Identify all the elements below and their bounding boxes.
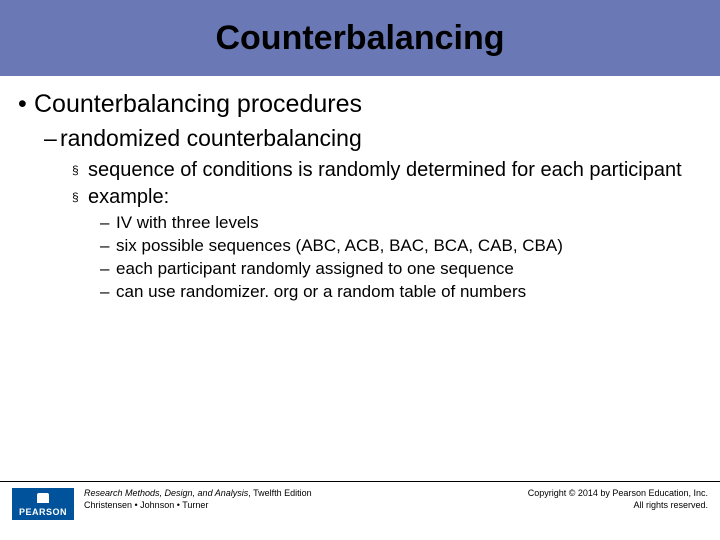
bullet-marker: § <box>72 163 88 178</box>
bullet-level3: §sequence of conditions is randomly dete… <box>72 158 702 183</box>
bullet-text: example: <box>88 186 169 208</box>
logo-text: PEARSON <box>19 507 67 517</box>
pearson-logo: PEARSON <box>12 488 74 520</box>
footer-copyright: Copyright © 2014 by Pearson Education, I… <box>528 488 708 511</box>
bullet-level4: –can use randomizer. org or a random tab… <box>100 281 702 303</box>
footer: PEARSON Research Methods, Design, and An… <box>0 481 720 540</box>
bullet-text: each participant randomly assigned to on… <box>116 259 514 278</box>
bullet-marker: – <box>100 281 116 303</box>
bullet-text: Counterbalancing procedures <box>34 90 362 118</box>
copyright-line1: Copyright © 2014 by Pearson Education, I… <box>528 488 708 500</box>
bullet-marker: • <box>18 90 34 119</box>
content-area: •Counterbalancing procedures –randomized… <box>0 76 720 303</box>
title-band: Counterbalancing <box>0 0 720 76</box>
bullet-text: six possible sequences (ABC, ACB, BAC, B… <box>116 236 563 255</box>
bullet-level4: –six possible sequences (ABC, ACB, BAC, … <box>100 235 702 257</box>
bullet-marker: – <box>44 125 60 152</box>
edition-suffix: , Twelfth Edition <box>248 488 311 498</box>
slide-title: Counterbalancing <box>215 19 504 58</box>
footer-left: PEARSON Research Methods, Design, and An… <box>12 488 312 520</box>
bullet-level4: –IV with three levels <box>100 212 702 234</box>
bullet-text: randomized counterbalancing <box>60 125 362 151</box>
footer-book-info: Research Methods, Design, and Analysis, … <box>84 488 312 511</box>
book-title: Research Methods, Design, and Analysis <box>84 488 248 498</box>
bullet-marker: – <box>100 212 116 234</box>
bullet-marker: – <box>100 258 116 280</box>
bullet-level1: •Counterbalancing procedures <box>18 90 702 119</box>
copyright-line2: All rights reserved. <box>528 500 708 512</box>
authors: Christensen • Johnson • Turner <box>84 500 312 512</box>
bullet-marker: – <box>100 235 116 257</box>
bullet-text: IV with three levels <box>116 213 259 232</box>
bullet-level3: §example: <box>72 185 702 210</box>
bullet-text: sequence of conditions is randomly deter… <box>88 159 682 181</box>
bullet-marker: § <box>72 190 88 205</box>
bullet-level2: –randomized counterbalancing <box>44 125 702 152</box>
bullet-text: can use randomizer. org or a random tabl… <box>116 282 526 301</box>
bullet-level4: –each participant randomly assigned to o… <box>100 258 702 280</box>
